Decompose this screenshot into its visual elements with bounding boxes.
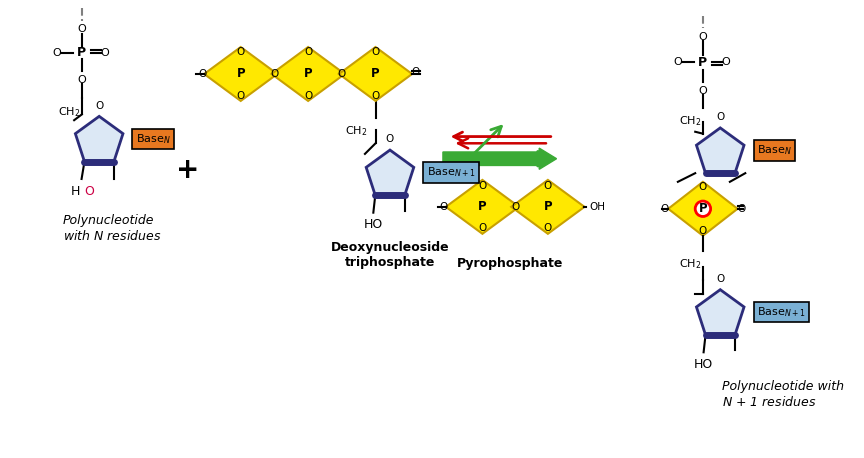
- Text: Pyrophosphate: Pyrophosphate: [457, 257, 563, 270]
- Text: O: O: [237, 91, 245, 101]
- Text: O: O: [440, 202, 448, 212]
- Text: O: O: [372, 47, 379, 57]
- Text: O: O: [53, 48, 61, 58]
- Text: O: O: [198, 69, 206, 79]
- Text: O: O: [95, 101, 104, 110]
- Text: O: O: [304, 47, 312, 57]
- Text: P: P: [304, 67, 313, 81]
- Text: HO: HO: [694, 358, 713, 371]
- Text: O: O: [372, 91, 379, 101]
- Text: O: O: [660, 204, 669, 214]
- Text: H: H: [70, 185, 79, 198]
- Polygon shape: [446, 180, 519, 234]
- Text: O: O: [386, 134, 394, 144]
- Text: O: O: [270, 69, 278, 79]
- Text: O: O: [543, 223, 552, 233]
- Text: P: P: [77, 46, 86, 59]
- Text: O: O: [100, 48, 110, 58]
- Polygon shape: [75, 116, 123, 162]
- Text: O: O: [699, 182, 707, 191]
- Text: Base$_{N+1}$: Base$_{N+1}$: [757, 305, 805, 319]
- Text: CH$_2$: CH$_2$: [58, 105, 80, 119]
- Text: O: O: [304, 91, 312, 101]
- Text: Base$_N$: Base$_N$: [757, 143, 791, 158]
- Text: O: O: [237, 47, 245, 57]
- Polygon shape: [366, 150, 414, 195]
- Text: CH$_2$: CH$_2$: [346, 124, 368, 138]
- Polygon shape: [696, 128, 744, 173]
- Text: Polynucleotide with
$N$ + 1 residues: Polynucleotide with $N$ + 1 residues: [722, 380, 844, 409]
- Text: O: O: [721, 57, 730, 67]
- Text: P: P: [698, 56, 708, 69]
- Polygon shape: [271, 47, 345, 101]
- Text: O: O: [699, 226, 707, 236]
- Text: O: O: [698, 86, 708, 96]
- Text: O: O: [674, 57, 683, 67]
- Text: P: P: [237, 67, 245, 81]
- Polygon shape: [339, 47, 412, 101]
- Text: Base$_N$: Base$_N$: [136, 132, 170, 146]
- Text: O: O: [479, 223, 486, 233]
- Text: O: O: [85, 185, 94, 198]
- Text: CH$_2$: CH$_2$: [678, 114, 701, 128]
- Text: Polynucleotide
with $N$ residues: Polynucleotide with $N$ residues: [62, 213, 161, 243]
- Text: P: P: [543, 200, 552, 213]
- Text: CH$_2$: CH$_2$: [678, 257, 701, 271]
- Text: OH: OH: [589, 202, 606, 212]
- Text: O: O: [716, 112, 724, 122]
- Text: O: O: [412, 67, 420, 77]
- Text: O: O: [511, 202, 519, 212]
- Text: P: P: [699, 202, 708, 215]
- Text: O: O: [78, 75, 86, 85]
- Text: O: O: [716, 274, 724, 284]
- Polygon shape: [204, 47, 277, 101]
- Text: O: O: [479, 180, 486, 191]
- Circle shape: [696, 201, 710, 217]
- FancyArrow shape: [443, 148, 556, 169]
- Text: P: P: [478, 200, 486, 213]
- Polygon shape: [696, 289, 744, 335]
- Text: O: O: [543, 180, 552, 191]
- Text: O: O: [737, 204, 746, 214]
- Text: +: +: [176, 156, 200, 184]
- Text: HO: HO: [364, 218, 383, 231]
- Polygon shape: [511, 180, 584, 234]
- Text: O: O: [698, 32, 708, 42]
- Text: Base$_{N+1}$: Base$_{N+1}$: [427, 166, 475, 180]
- Text: O: O: [78, 24, 86, 34]
- Polygon shape: [668, 182, 738, 236]
- Text: Deoxynucleoside
triphosphate: Deoxynucleoside triphosphate: [331, 240, 449, 268]
- Text: O: O: [338, 69, 346, 79]
- Text: P: P: [372, 67, 380, 81]
